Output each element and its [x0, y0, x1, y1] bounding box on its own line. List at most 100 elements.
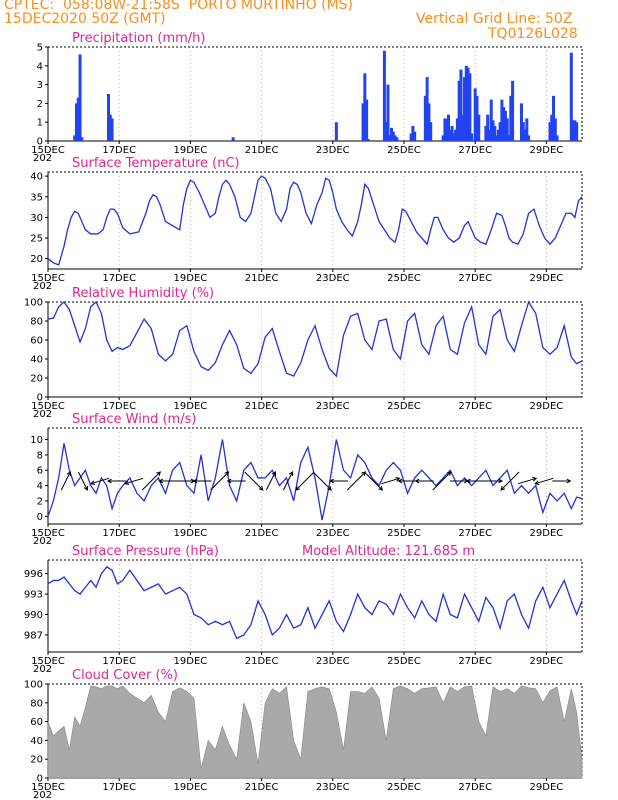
precip-bar	[464, 65, 468, 141]
precip-bar	[484, 125, 488, 141]
precip-bar	[521, 122, 525, 141]
x-tick-label: 27DEC	[458, 656, 492, 667]
precip-bar	[427, 103, 431, 141]
panel-temp: 20 25 30 35 40 15DEC 17DEC 19DEC 21DEC 23DEC 25DEC…	[30, 156, 583, 292]
y-tick-label: 60	[30, 336, 43, 347]
pres-line	[47, 565, 583, 640]
precip-bar	[509, 95, 513, 141]
y-tick-label: 993	[24, 590, 43, 601]
panel-title: Surface Temperature (nC)	[72, 156, 240, 171]
precip-bar	[477, 114, 481, 141]
wind-arrow	[210, 471, 229, 491]
precip-bar	[80, 137, 84, 141]
wind-arrow	[312, 471, 332, 491]
station-title: CPTEC: 058:08W-21:58S PORTO MURTINHO (MS…	[4, 0, 353, 13]
precip-bar	[361, 103, 365, 141]
wind-arrow-head	[295, 486, 301, 491]
wind-arrow-head	[465, 478, 471, 484]
x-year-label: 202	[33, 790, 52, 800]
x-tick-label: 15DEC	[31, 273, 65, 284]
precip-bar	[553, 118, 557, 141]
wind-arrow	[346, 471, 366, 491]
x-tick-label: 17DEC	[102, 528, 136, 539]
precip-bar	[457, 80, 461, 141]
temp-line	[47, 175, 583, 266]
precip-bar	[473, 88, 477, 141]
y-tick-label: 987	[24, 630, 43, 641]
precip-bar	[454, 129, 458, 141]
x-tick-label: 19DEC	[174, 528, 208, 539]
y-tick-label: 4	[37, 61, 43, 72]
wind-arrow-head	[89, 480, 95, 486]
precip-bar	[452, 133, 456, 141]
precip-bar	[519, 103, 523, 141]
x-tick-label: 15DEC	[31, 401, 65, 412]
precip-bar	[475, 95, 479, 141]
y-tick-label: 990	[24, 610, 43, 621]
precip-bar	[507, 135, 511, 141]
y-tick-label: 60	[30, 717, 43, 728]
precip-bar	[441, 135, 445, 141]
precip-bar	[448, 129, 452, 141]
precip-bar	[463, 77, 467, 141]
wind-arrow-head	[156, 471, 161, 476]
precip-bar	[527, 135, 531, 141]
y-tick-label: 100	[24, 298, 43, 309]
x-tick-label: 25DEC	[387, 528, 421, 539]
x-tick-label: 29DEC	[530, 145, 564, 156]
x-tick-label: 17DEC	[102, 145, 136, 156]
precip-bar	[550, 114, 554, 141]
wind-arrow	[295, 471, 315, 491]
precip-bar	[74, 103, 78, 141]
precip-bar	[382, 50, 386, 142]
panel-title: Surface Wind (m/s)	[72, 412, 196, 427]
wind-arrow-head	[288, 471, 294, 477]
x-tick-label: 25DEC	[387, 656, 421, 667]
y-tick-label: 0	[37, 512, 43, 523]
x-tick-label: 19DEC	[174, 273, 208, 284]
y-tick-label: 80	[30, 317, 43, 328]
panel-wind: 0 2 4 6 8 10 15DEC 17DEC 19DEC 21DEC 23DEC 25DEC 27D…	[30, 412, 583, 547]
x-tick-label: 23DEC	[316, 656, 350, 667]
wind-arrow-head	[566, 478, 572, 484]
x-tick-label: 15DEC	[31, 145, 65, 156]
precip-bar	[525, 118, 529, 141]
y-tick-label: 8	[37, 450, 43, 461]
wind-arrow-head	[83, 485, 89, 491]
y-tick-label: 40	[30, 736, 43, 747]
x-tick-label: 29DEC	[530, 401, 564, 412]
precip-bar	[548, 122, 552, 141]
wind-arrow-head	[158, 478, 164, 484]
precip-bar	[511, 80, 515, 141]
precip-bar	[384, 122, 388, 141]
y-tick-label: 5	[37, 43, 43, 54]
wind-arrow	[244, 471, 264, 491]
precip-bar	[461, 114, 465, 141]
precip-bar	[571, 120, 575, 141]
wind-arrow	[125, 477, 144, 485]
wind-arrow-head	[107, 478, 112, 484]
x-year-label: 202	[33, 409, 52, 420]
wind-arrow	[90, 477, 110, 485]
cloud-area	[47, 685, 583, 779]
precip-bar	[365, 99, 369, 141]
precip-bar	[491, 120, 495, 141]
wind-arrow	[432, 471, 452, 491]
precip-bar	[78, 54, 82, 141]
precip-bar	[489, 99, 493, 141]
y-tick-label: 40	[30, 355, 43, 366]
precip-bar	[110, 118, 114, 141]
wind-arrow	[282, 471, 293, 491]
y-tick-label: 996	[24, 569, 43, 580]
y-tick-label: 3	[37, 80, 43, 91]
x-tick-label: 23DEC	[316, 401, 350, 412]
precip-bar	[445, 118, 449, 141]
precip-bar	[503, 110, 507, 141]
precip-bar	[73, 135, 77, 141]
precip-bar	[390, 127, 394, 141]
wind-arrow-head	[327, 486, 332, 491]
precip-bar	[363, 73, 367, 141]
precip-bar	[505, 118, 509, 141]
precip-bar	[388, 135, 392, 141]
wind-arrow-head	[329, 478, 334, 484]
